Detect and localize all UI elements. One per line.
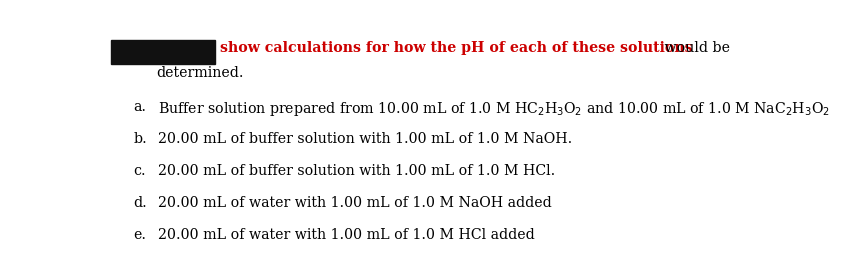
Text: e.: e. xyxy=(133,229,147,242)
Text: c.: c. xyxy=(133,165,146,178)
Text: b.: b. xyxy=(133,132,147,147)
Text: would be: would be xyxy=(660,41,730,55)
Text: 20.00 mL of buffer solution with 1.00 mL of 1.0 M HCl.: 20.00 mL of buffer solution with 1.00 mL… xyxy=(158,165,555,178)
Text: 20.00 mL of water with 1.00 mL of 1.0 M HCl added: 20.00 mL of water with 1.00 mL of 1.0 M … xyxy=(158,229,535,242)
Text: a.: a. xyxy=(133,101,147,114)
Text: 20.00 mL of water with 1.00 mL of 1.0 M NaOH added: 20.00 mL of water with 1.00 mL of 1.0 M … xyxy=(158,196,551,211)
Text: show calculations for how the pH of each of these solutions: show calculations for how the pH of each… xyxy=(220,41,693,55)
Text: determined.: determined. xyxy=(156,66,243,80)
Text: d.: d. xyxy=(133,196,147,211)
Text: Buffer solution prepared from 10.00 mL of 1.0 M HC$_2$H$_3$O$_2$ and 10.00 mL of: Buffer solution prepared from 10.00 mL o… xyxy=(158,101,830,119)
FancyBboxPatch shape xyxy=(111,40,215,64)
Text: 20.00 mL of buffer solution with 1.00 mL of 1.0 M NaOH.: 20.00 mL of buffer solution with 1.00 mL… xyxy=(158,132,572,147)
